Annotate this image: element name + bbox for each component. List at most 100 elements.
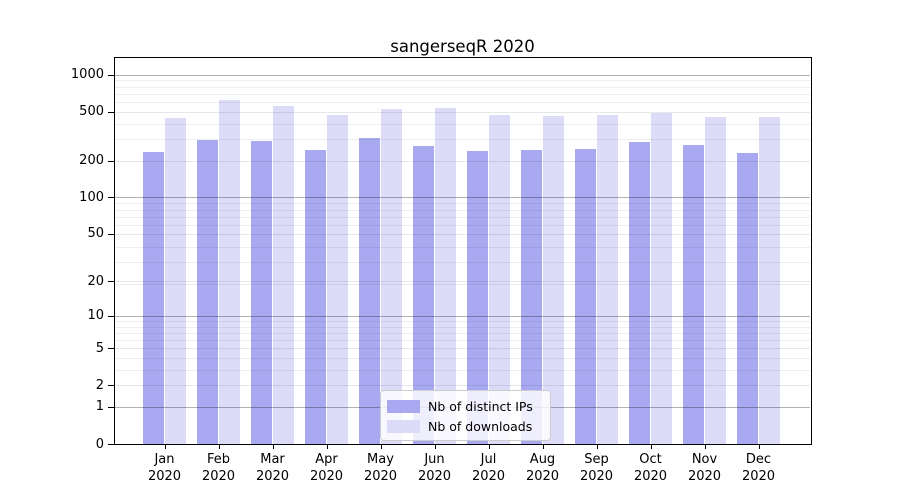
bar-nb-of-downloads-mar-2020 <box>272 106 295 444</box>
x-tick-jun-2020 <box>434 445 436 449</box>
x-tick-label-may-2020: May 2020 <box>363 452 398 484</box>
gridline-89 <box>115 203 810 205</box>
y-tick-label-100: 100 <box>79 189 104 205</box>
bar-nb-of-distinct-ips-apr-2020 <box>304 149 327 444</box>
bar-nb-of-downloads-may-2020 <box>380 108 403 444</box>
chart-title: sangerseqR 2020 <box>390 37 535 56</box>
x-tick-label-dec-2020: Dec 2020 <box>741 452 776 484</box>
legend-item-downloads: Nb of downloads <box>387 418 544 434</box>
x-tick-label-jul-2020: Jul 2020 <box>471 452 506 484</box>
x-tick-apr-2020 <box>326 445 328 449</box>
bar-nb-of-downloads-jan-2020 <box>164 118 187 444</box>
y-tick-label-1: 1 <box>95 399 104 415</box>
x-tick-label-nov-2020: Nov 2020 <box>687 452 722 484</box>
x-tick-jan-2020 <box>164 445 166 449</box>
gridline-79 <box>115 209 810 211</box>
legend-swatch-downloads <box>387 419 420 433</box>
x-tick-may-2020 <box>380 445 382 449</box>
gridline-599 <box>115 102 810 103</box>
bar-nb-of-distinct-ips-jul-2020 <box>466 151 489 444</box>
y-tick-label-500: 500 <box>79 104 104 120</box>
gridline-1000 <box>115 74 810 76</box>
gridline-699 <box>115 93 810 95</box>
y-tick-20 <box>108 281 115 283</box>
bar-nb-of-downloads-jul-2020 <box>488 114 511 444</box>
gridline-299 <box>115 139 810 141</box>
gridline-9 <box>115 320 810 322</box>
x-tick-jul-2020 <box>488 445 490 449</box>
bar-nb-of-downloads-feb-2020 <box>218 99 241 444</box>
bar-nb-of-distinct-ips-sep-2020 <box>574 149 597 444</box>
bar-nb-of-distinct-ips-may-2020 <box>358 138 381 444</box>
legend-label-distinct-ips: Nb of distinct IPs <box>428 398 533 414</box>
x-tick-nov-2020 <box>704 445 706 449</box>
bar-nb-of-downloads-apr-2020 <box>326 115 349 444</box>
x-tick-aug-2020 <box>542 445 544 449</box>
y-tick-5 <box>108 348 115 350</box>
gridline-200 <box>115 160 810 162</box>
gridline-4 <box>115 358 810 359</box>
bars-layer <box>115 58 810 444</box>
bar-nb-of-downloads-dec-2020 <box>758 117 781 444</box>
gridlines-layer <box>115 58 810 444</box>
x-tick-dec-2020 <box>758 445 760 449</box>
bar-nb-of-distinct-ips-feb-2020 <box>196 139 219 444</box>
bar-nb-of-distinct-ips-jun-2020 <box>412 146 435 444</box>
x-tick-label-mar-2020: Mar 2020 <box>255 452 290 484</box>
gridline-799 <box>115 86 810 88</box>
gridline-20 <box>115 281 810 283</box>
y-tick-2 <box>108 385 115 387</box>
gridline-69 <box>115 216 810 218</box>
gridline-5 <box>115 348 810 350</box>
gridline-3 <box>115 369 810 371</box>
x-tick-label-jun-2020: Jun 2020 <box>417 452 452 484</box>
y-tick-1 <box>108 406 115 408</box>
y-tick-label-200: 200 <box>79 153 104 168</box>
bar-nb-of-distinct-ips-mar-2020 <box>250 141 273 444</box>
y-tick-10 <box>108 315 115 317</box>
gridline-59 <box>115 225 810 227</box>
bar-nb-of-distinct-ips-aug-2020 <box>520 150 543 444</box>
gridline-500 <box>115 111 810 113</box>
gridline-29 <box>115 262 810 264</box>
x-tick-sep-2020 <box>596 445 598 449</box>
x-tick-mar-2020 <box>272 445 274 449</box>
gridline-7 <box>115 332 810 334</box>
y-tick-label-0: 0 <box>95 436 104 452</box>
gridline-100 <box>115 197 810 199</box>
y-tick-label-10: 10 <box>87 308 104 324</box>
y-tick-label-5: 5 <box>95 340 104 356</box>
legend-label-downloads: Nb of downloads <box>428 418 533 434</box>
gridline-39 <box>115 246 810 248</box>
x-tick-label-apr-2020: Apr 2020 <box>309 452 344 484</box>
bar-nb-of-downloads-nov-2020 <box>704 116 727 444</box>
gridline-8 <box>115 326 810 328</box>
gridline-399 <box>115 123 810 125</box>
gridline-50 <box>115 233 810 235</box>
y-tick-100 <box>108 197 115 199</box>
y-tick-200 <box>108 160 115 162</box>
gridline-10 <box>115 315 810 317</box>
x-tick-label-feb-2020: Feb 2020 <box>201 452 236 484</box>
gridline-2 <box>115 385 810 387</box>
x-tick-label-sep-2020: Sep 2020 <box>579 452 614 484</box>
y-tick-label-2: 2 <box>95 377 104 393</box>
bar-nb-of-distinct-ips-oct-2020 <box>628 142 651 444</box>
x-tick-label-aug-2020: Aug 2020 <box>525 452 560 484</box>
y-tick-label-1000: 1000 <box>70 67 104 83</box>
plot-area <box>114 57 812 445</box>
y-tick-1000 <box>108 74 115 76</box>
legend-swatch-distinct-ips <box>387 399 420 413</box>
legend: Nb of distinct IPs Nb of downloads <box>380 390 551 441</box>
x-tick-feb-2020 <box>218 445 220 449</box>
y-tick-label-20: 20 <box>87 273 104 289</box>
y-tick-500 <box>108 111 115 113</box>
bar-nb-of-downloads-sep-2020 <box>596 115 619 444</box>
bar-nb-of-distinct-ips-nov-2020 <box>682 144 705 444</box>
gridline-19 <box>115 283 810 285</box>
y-tick-50 <box>108 233 115 235</box>
bar-nb-of-distinct-ips-jan-2020 <box>142 151 165 444</box>
y-tick-0 <box>108 444 115 445</box>
bar-nb-of-downloads-jun-2020 <box>434 108 457 444</box>
